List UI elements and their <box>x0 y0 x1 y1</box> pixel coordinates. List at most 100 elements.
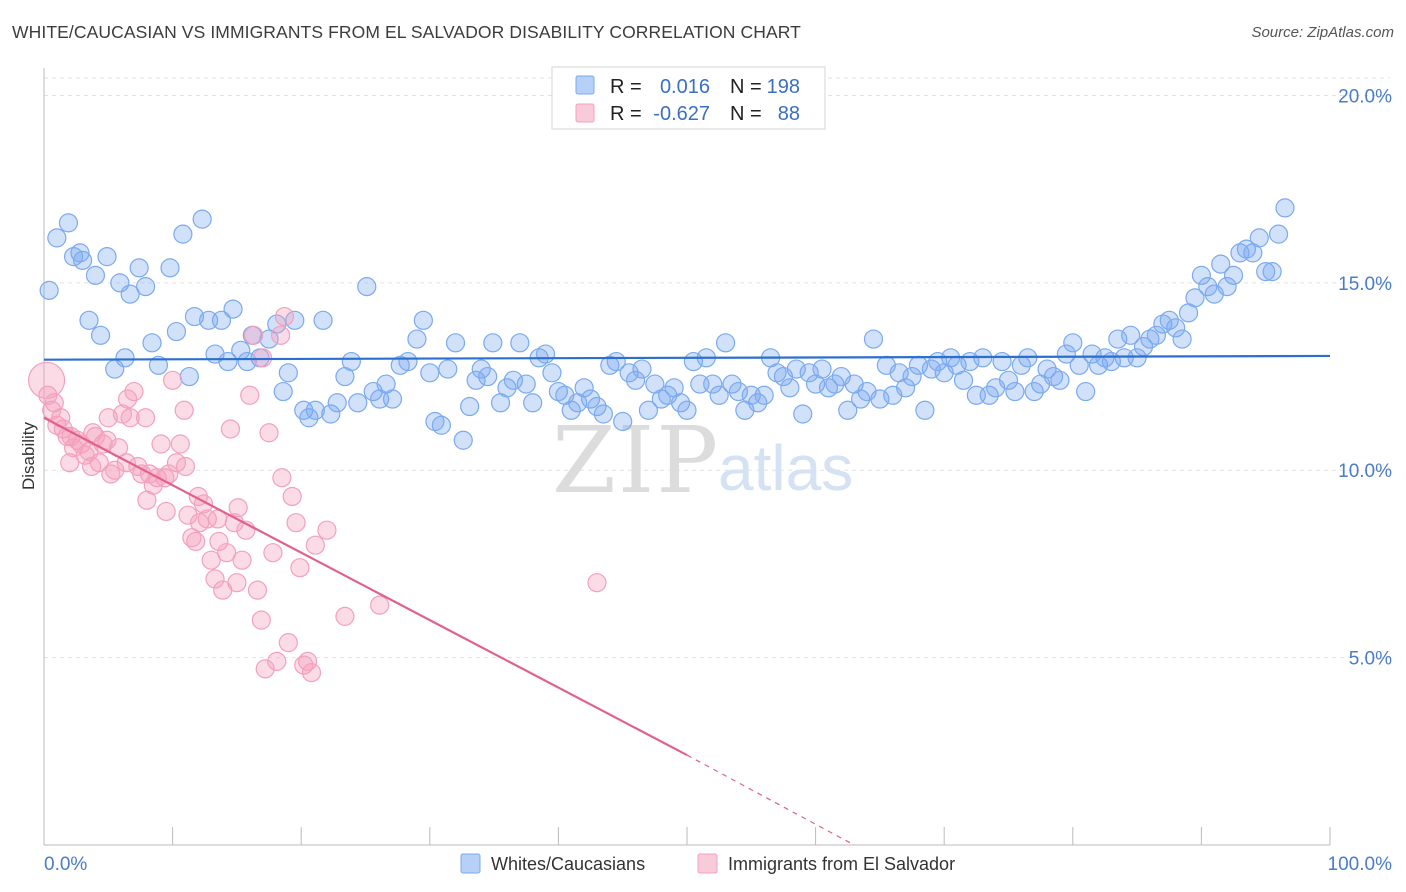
point-whites <box>278 363 298 383</box>
y-tick-label: 20.0% <box>1338 86 1392 107</box>
point-salvador <box>317 520 337 540</box>
point-whites <box>58 213 79 233</box>
point-salvador <box>267 651 287 671</box>
watermark-zip: ZIP <box>552 407 720 514</box>
point-whites <box>259 329 279 349</box>
point-whites <box>632 359 652 379</box>
legend-n-value-whites: 198 <box>767 76 800 98</box>
point-whites <box>561 400 581 420</box>
point-whites <box>237 351 257 372</box>
watermark-atlas: atlas <box>718 432 853 504</box>
point-whites <box>870 389 890 409</box>
point-whites <box>1198 277 1218 297</box>
point-salvador <box>278 633 298 653</box>
point-whites <box>166 321 187 342</box>
point-whites <box>1268 224 1289 244</box>
point-salvador <box>259 423 279 443</box>
point-whites <box>79 310 99 330</box>
point-whites <box>1211 254 1231 274</box>
point-salvador <box>274 306 295 327</box>
point-salvador <box>182 528 202 548</box>
point-salvador <box>117 389 138 409</box>
point-whites <box>453 430 473 450</box>
legend-swatch-whites <box>575 75 595 95</box>
point-whites <box>896 378 916 398</box>
chart-source: Source: ZipAtlas.com <box>1251 24 1394 41</box>
point-whites <box>587 396 607 417</box>
point-salvador <box>294 655 314 675</box>
legend-swatch-salvador <box>575 103 595 123</box>
point-salvador <box>290 558 310 578</box>
point-whites <box>341 351 361 372</box>
point-whites <box>460 396 480 417</box>
point-whites <box>148 355 169 375</box>
point-salvador <box>228 498 248 518</box>
point-whites <box>1121 325 1141 345</box>
point-whites <box>786 359 806 379</box>
point-whites <box>1166 318 1186 338</box>
point-salvador <box>286 513 306 533</box>
y-tick-label: 5.0% <box>1349 649 1392 670</box>
point-whites <box>1056 344 1076 364</box>
point-whites <box>483 333 503 353</box>
point-whites <box>1108 329 1128 349</box>
point-whites <box>722 374 742 394</box>
point-salvador <box>156 501 176 522</box>
point-whites <box>321 404 341 424</box>
point-whites <box>357 277 377 297</box>
data-points <box>27 198 1295 683</box>
point-salvador <box>81 456 102 477</box>
point-whites <box>90 325 111 345</box>
point-whites <box>580 389 601 409</box>
point-whites <box>851 389 871 409</box>
point-whites <box>223 299 243 319</box>
axes <box>43 68 1331 846</box>
point-whites <box>998 370 1019 390</box>
legend-r-value-whites: 0.016 <box>660 76 710 98</box>
point-whites <box>863 329 884 349</box>
point-whites <box>1005 381 1025 402</box>
point-whites <box>407 329 427 349</box>
point-whites <box>1217 277 1237 297</box>
point-salvador <box>247 580 268 600</box>
point-salvador <box>301 663 322 683</box>
point-salvador <box>155 468 175 488</box>
point-whites <box>1159 310 1179 330</box>
point-whites <box>218 351 238 372</box>
point-whites <box>510 333 530 353</box>
point-whites <box>1262 262 1282 282</box>
point-whites <box>1146 325 1166 345</box>
point-whites <box>1063 333 1083 353</box>
legend-n-value-salvador: 88 <box>778 103 800 125</box>
stats-legend-box <box>551 66 826 130</box>
point-salvador <box>151 434 171 454</box>
y-tick-label: 10.0% <box>1338 461 1392 482</box>
point-whites <box>1185 288 1205 308</box>
point-whites <box>992 351 1012 372</box>
point-salvador <box>205 569 225 589</box>
point-whites <box>129 258 149 278</box>
point-whites <box>825 374 845 394</box>
point-salvador <box>272 468 292 488</box>
stats-legend: R = 0.016 N = 198 R = -0.627 N = 88 <box>551 66 826 130</box>
point-whites <box>445 333 466 353</box>
point-whites <box>72 250 93 270</box>
y-axis-title: Disability <box>19 421 38 490</box>
point-whites <box>497 378 517 398</box>
point-whites <box>160 258 180 278</box>
point-whites <box>1127 348 1147 368</box>
point-whites <box>478 366 498 387</box>
point-whites <box>299 408 319 428</box>
point-whites <box>799 363 819 383</box>
point-whites <box>1037 359 1057 379</box>
point-whites <box>1024 381 1044 402</box>
point-salvador <box>101 464 121 484</box>
point-salvador <box>282 486 302 507</box>
series-legend-swatch-salvador <box>697 853 718 874</box>
point-whites <box>516 374 536 394</box>
point-whites <box>915 400 935 420</box>
point-salvador <box>97 430 117 450</box>
point-salvador <box>255 659 275 679</box>
series-legend-label-salvador: Immigrants from El Salvador <box>728 854 955 874</box>
